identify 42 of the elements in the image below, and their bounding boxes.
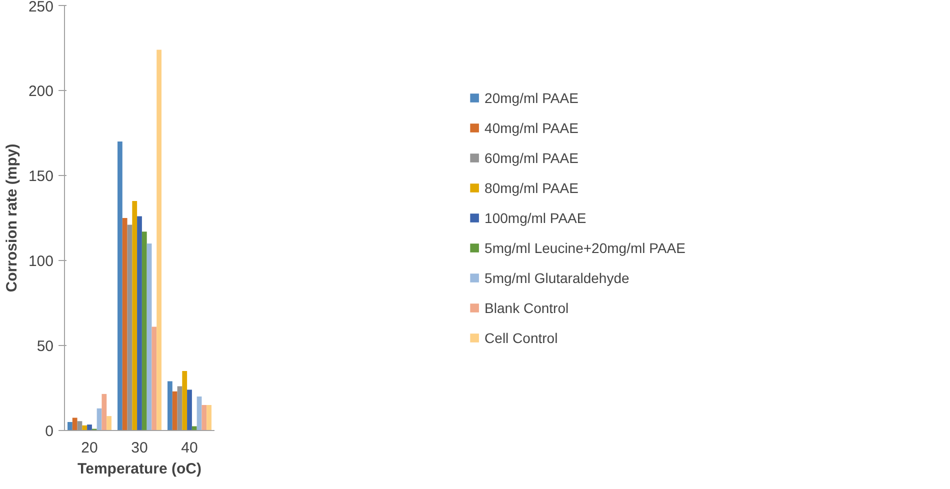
y-tick-label: 150	[28, 168, 54, 185]
legend-label: 5mg/ml Leucine+20mg/ml PAAE	[484, 240, 686, 256]
x-tick-label: 30	[131, 440, 148, 456]
bar	[172, 391, 178, 430]
legend-label: 40mg/ml PAAE	[484, 120, 578, 136]
legend-label: 80mg/ml PAAE	[484, 180, 578, 196]
bar	[146, 244, 152, 430]
bar	[202, 405, 207, 430]
y-tick-label: 50	[36, 338, 54, 355]
bar	[168, 381, 172, 430]
legend-label: Cell Control	[484, 330, 558, 346]
bar	[82, 425, 88, 430]
legend-label: 60mg/ml PAAE	[484, 150, 578, 166]
legend-label: 100mg/ml PAAE	[484, 210, 586, 226]
bar	[72, 418, 78, 430]
bar	[187, 390, 192, 430]
bar	[68, 422, 72, 430]
x-tick-label: 20	[81, 440, 98, 456]
legend-label: Blank Control	[484, 300, 569, 316]
bar	[132, 201, 138, 430]
bar	[156, 50, 162, 430]
bar	[106, 416, 112, 430]
y-tick-label: 100	[28, 253, 54, 270]
legend-label: 20mg/ml PAAE	[484, 90, 578, 106]
bar	[96, 408, 102, 430]
y-axis-title: Corrosion rate (mpy)	[3, 144, 20, 292]
bar	[152, 326, 157, 430]
bar	[122, 218, 128, 430]
bar	[102, 394, 107, 430]
bar	[142, 232, 147, 430]
bar	[87, 424, 92, 430]
y-tick-label: 250	[28, 0, 54, 16]
y-tick-label: 0	[45, 423, 54, 440]
y-tick-label: 200	[28, 83, 54, 100]
bar	[206, 405, 212, 430]
legend-label: 5mg/ml Glutaraldehyde	[484, 270, 630, 286]
bar	[196, 396, 202, 430]
bar	[118, 142, 122, 430]
bar	[182, 371, 188, 430]
x-axis-title: Temperature (oC)	[78, 460, 202, 478]
bar	[137, 216, 142, 430]
x-tick-label: 40	[181, 440, 198, 456]
